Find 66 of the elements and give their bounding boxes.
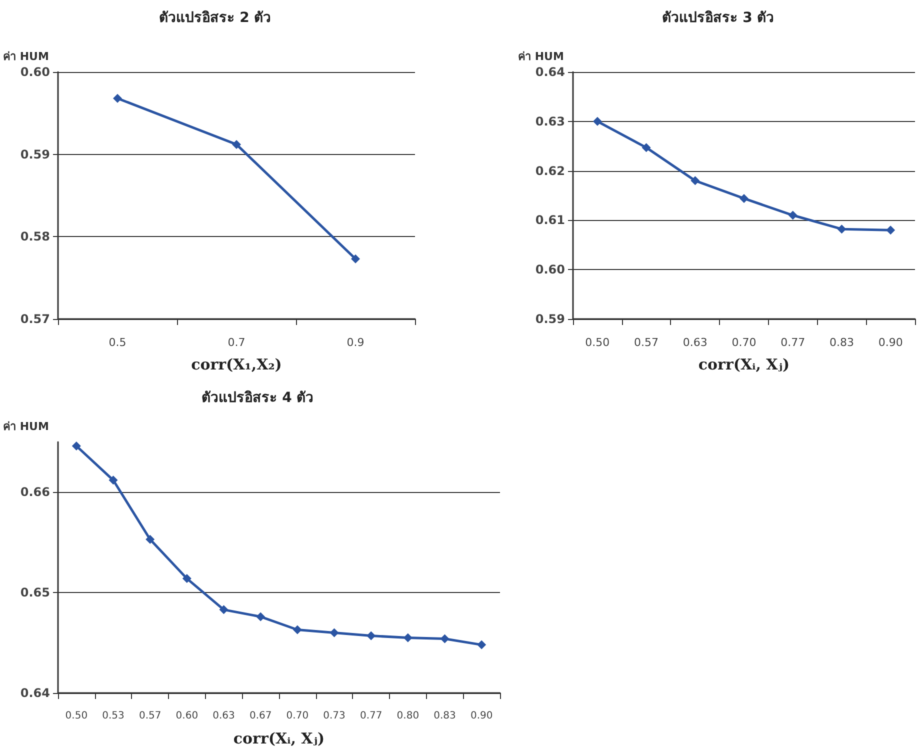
x-tick-label: 0.63: [682, 336, 708, 349]
x-tick-label: 0.70: [286, 710, 309, 722]
point: [113, 94, 122, 103]
point: [351, 254, 360, 264]
y-axis-title: ค่า HUM: [3, 50, 49, 63]
point: [440, 634, 450, 644]
x-tick-label: 0.9: [346, 336, 364, 349]
x-tick-label: 0.70: [732, 336, 756, 349]
point: [788, 210, 798, 220]
y-axis-title: ค่า HUM: [518, 50, 564, 63]
chart-title: ตัวแปรอิสระ 2 ตัว: [158, 10, 272, 26]
y-tick-label: 0.63: [535, 114, 565, 128]
x-tick-label: 0.57: [634, 336, 659, 349]
point: [292, 625, 302, 634]
x-tick-label: 0.83: [434, 710, 456, 722]
y-tick-label: 0.62: [535, 164, 565, 178]
x-tick-label: 0.80: [396, 710, 420, 722]
x-tick-label: 0.73: [323, 710, 346, 722]
x-tick-label: 0.60: [176, 710, 198, 722]
y-tick-label: 0.60: [535, 262, 565, 277]
point: [886, 226, 896, 235]
x-tick-label: 0.57: [138, 710, 162, 722]
x-tick-label: 0.53: [102, 710, 124, 722]
point: [219, 605, 228, 614]
x-tick-label: 0.67: [249, 710, 272, 722]
point: [72, 442, 81, 451]
x-tick-label: 0.90: [470, 710, 493, 722]
chart-title: ตัวแปรอิสระ 3 ตัว: [662, 10, 774, 26]
x-tick-label: 0.50: [65, 710, 88, 722]
y-tick-label: 0.65: [20, 586, 50, 600]
point: [690, 176, 700, 186]
x-tick-label: 0.77: [360, 710, 382, 722]
y-tick-label: 0.64: [535, 65, 565, 79]
point: [403, 633, 412, 642]
point: [837, 224, 846, 234]
x-tick-label: 0.50: [585, 336, 610, 349]
point: [740, 194, 748, 203]
y-tick-label: 0.66: [20, 485, 50, 500]
point: [330, 628, 339, 638]
y-tick-label: 0.60: [20, 65, 50, 79]
chart-title: ตัวแปรอิสระ 4 ตัว: [201, 390, 314, 406]
y-tick-label: 0.64: [20, 686, 50, 700]
point: [642, 143, 651, 152]
point: [592, 116, 602, 126]
point: [366, 631, 376, 640]
point: [256, 612, 266, 622]
x-tick-label: 0.90: [878, 336, 903, 349]
y-tick-label: 0.61: [535, 213, 565, 228]
point: [232, 140, 241, 149]
x-tick-label: 0.83: [829, 336, 854, 349]
y-tick-label: 0.57: [20, 312, 50, 326]
x-tick-label: 0.7: [228, 336, 246, 349]
point: [477, 640, 486, 650]
point: [146, 534, 155, 544]
y-tick-label: 0.58: [20, 230, 50, 244]
point: [108, 476, 118, 485]
x-tick-label: 0.77: [780, 336, 806, 349]
x-axis-title: corr(X₁,X₂): [191, 356, 282, 374]
point: [182, 574, 192, 584]
x-axis-title: corr(Xᵢ, Xⱼ): [698, 356, 790, 374]
x-tick-label: 0.63: [212, 710, 235, 722]
y-tick-label: 0.59: [535, 312, 565, 326]
y-axis-title: ค่า HUM: [3, 420, 49, 433]
x-axis-title: corr(Xᵢ, Xⱼ): [233, 730, 325, 748]
y-tick-label: 0.59: [20, 147, 50, 162]
x-tick-label: 0.5: [108, 336, 126, 349]
